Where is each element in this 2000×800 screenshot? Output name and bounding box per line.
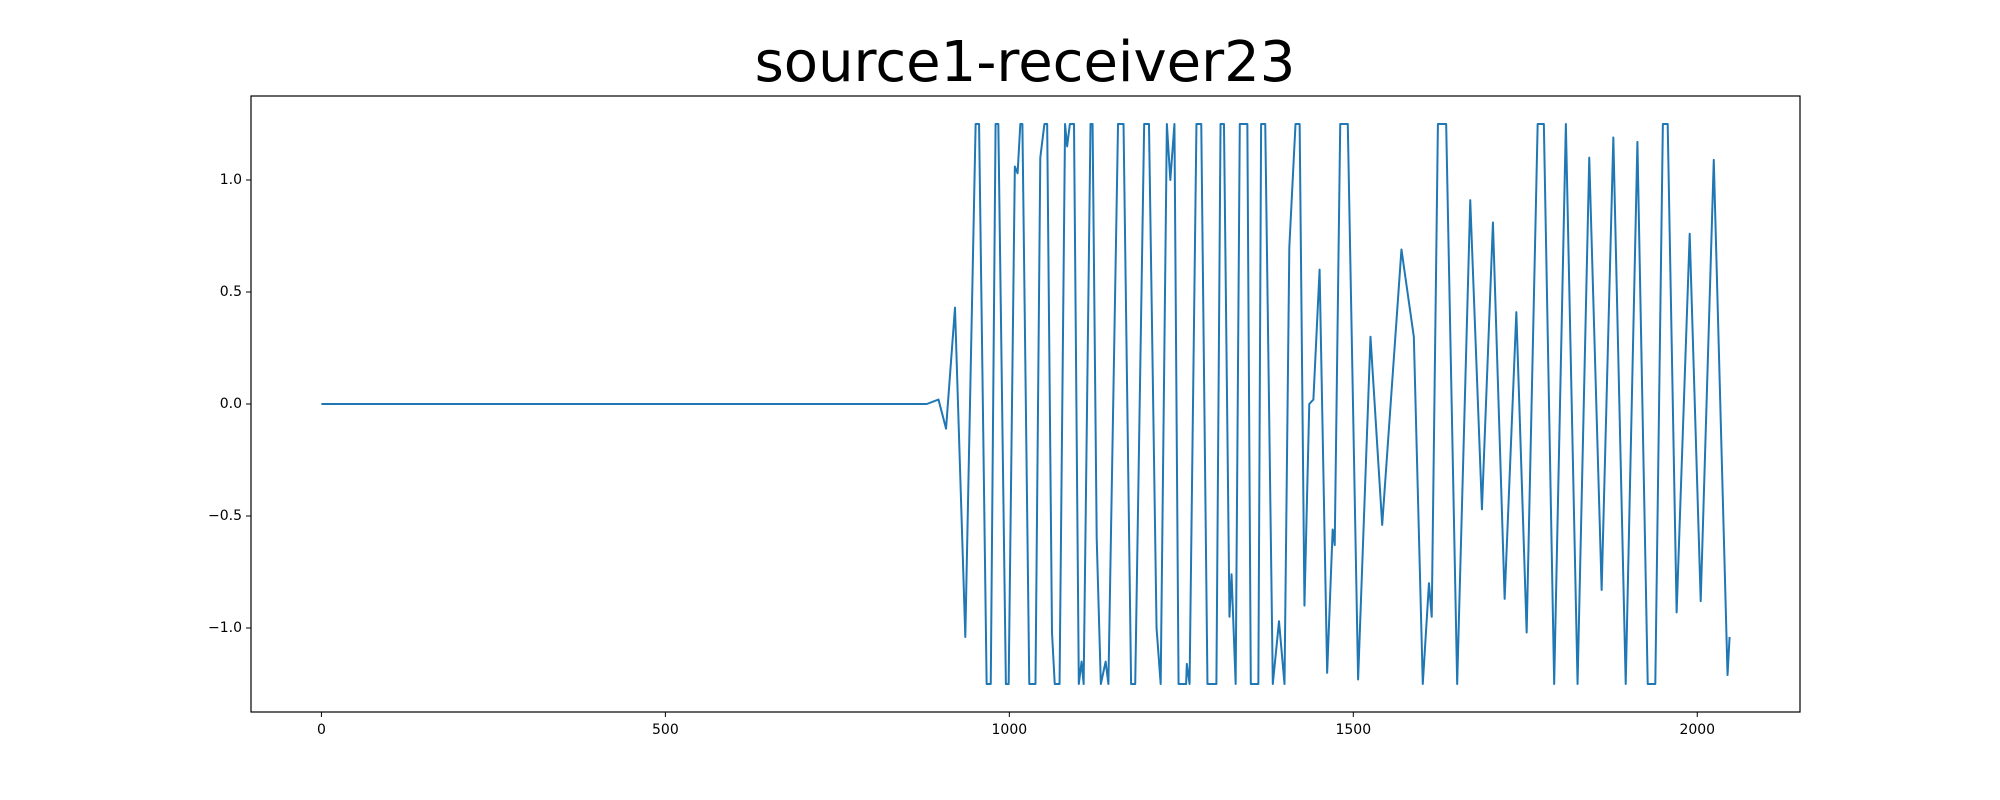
y-tick-label: 1.0 xyxy=(220,172,242,188)
x-tick-label: 0 xyxy=(317,722,326,738)
x-tick-label: 2000 xyxy=(1679,722,1715,738)
x-tick-label: 1000 xyxy=(992,722,1028,738)
y-tick-label: 0.5 xyxy=(220,284,242,300)
x-tick-label: 500 xyxy=(652,722,679,738)
y-tick-label: −0.5 xyxy=(208,508,242,524)
chart-title: source1-receiver23 xyxy=(755,30,1296,95)
x-tick-label: 1500 xyxy=(1335,722,1371,738)
y-tick-label: −1.0 xyxy=(208,620,242,636)
y-tick-label: 0.0 xyxy=(220,396,242,412)
data-line xyxy=(321,123,1731,685)
